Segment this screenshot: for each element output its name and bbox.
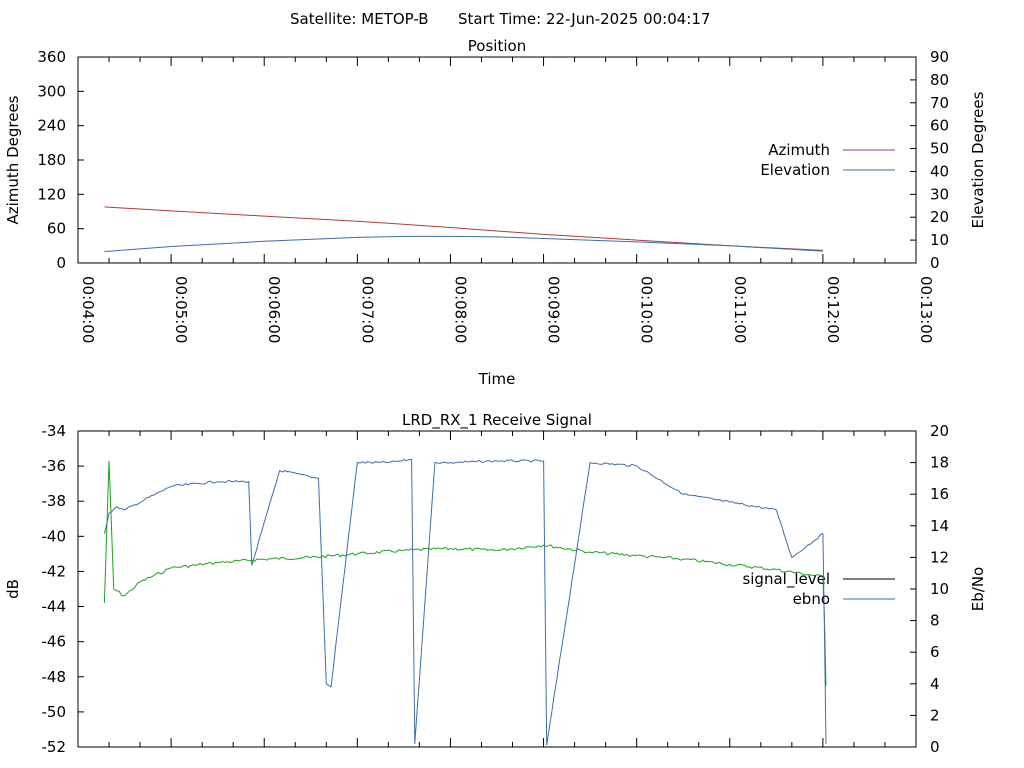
y-tick-label: 60 <box>47 220 66 238</box>
x-tick-label: 00:11:00 <box>731 276 749 343</box>
x-tick-label: 00:10:00 <box>638 276 656 343</box>
series-line-signal_level <box>103 460 827 686</box>
y-tick-label: -36 <box>42 457 67 475</box>
x-tick-label: 00:12:00 <box>824 276 842 343</box>
y2-tick-label: 14 <box>930 517 949 535</box>
x-axis-label: Time <box>478 370 516 388</box>
y-tick-label: -38 <box>42 492 67 510</box>
y-tick-label: -34 <box>42 422 67 440</box>
x-tick-label: 00:07:00 <box>358 276 376 343</box>
y-tick-label: -44 <box>42 598 67 616</box>
y-tick-label: 240 <box>37 117 66 135</box>
x-tick-label: 00:04:00 <box>79 276 97 343</box>
y2-tick-label: 90 <box>930 48 949 66</box>
y2-axis-label: Elevation Degrees <box>969 91 987 228</box>
y2-tick-label: 0 <box>930 254 940 272</box>
x-tick-label: 00:05:00 <box>172 276 190 343</box>
y-tick-label: 300 <box>37 82 66 100</box>
y2-tick-label: 40 <box>930 162 949 180</box>
y-tick-label: 120 <box>37 185 66 203</box>
series-line-Azimuth <box>104 206 823 251</box>
x-tick-label: 00:06:00 <box>265 276 283 343</box>
y-tick-label: -52 <box>42 738 67 756</box>
y2-tick-label: 4 <box>930 675 940 693</box>
header-satellite: Satellite: METOP-B <box>290 10 429 28</box>
y-tick-label: -42 <box>42 562 67 580</box>
y-tick-label: -48 <box>42 668 67 686</box>
y-tick-label: -46 <box>42 633 67 651</box>
legend-label-ebno: ebno <box>793 590 830 608</box>
chart-title: Position <box>468 37 526 55</box>
y2-tick-label: 12 <box>930 548 949 566</box>
y-axis-label: Azimuth Degrees <box>4 95 22 224</box>
y2-tick-label: 20 <box>930 422 949 440</box>
y2-tick-label: 18 <box>930 454 949 472</box>
y2-tick-label: 16 <box>930 485 949 503</box>
x-tick-label: 00:13:00 <box>917 276 935 343</box>
plot-frame <box>77 430 917 748</box>
header-start-time: Start Time: 22-Jun-2025 00:04:17 <box>458 10 710 28</box>
y2-tick-label: 10 <box>930 231 949 249</box>
y2-tick-label: 60 <box>930 117 949 135</box>
y2-axis-label: Eb/No <box>969 567 987 611</box>
legend-label-Azimuth: Azimuth <box>768 141 830 159</box>
y-tick-label: 0 <box>56 254 66 272</box>
receive-signal-chart: LRD_RX_1 Receive Signal -52 -50 -48 -46 -44 -4… <box>4 411 987 756</box>
series-line-Elevation <box>104 235 823 253</box>
x-tick-label: 00:09:00 <box>545 276 563 343</box>
legend-label-signal_level: signal_level <box>742 570 830 589</box>
position-chart: Position 0 60 120 180 240 300 360 0 10 20 30 40 50 60 7… <box>4 37 987 388</box>
y2-tick-label: 20 <box>930 208 949 226</box>
y2-tick-label: 6 <box>930 643 940 661</box>
y2-tick-label: 50 <box>930 140 949 158</box>
y2-tick-label: 10 <box>930 580 949 598</box>
y-tick-label: 180 <box>37 151 66 169</box>
y-tick-label: 360 <box>37 48 66 66</box>
y2-tick-label: 30 <box>930 185 949 203</box>
y-axis-label: dB <box>4 579 22 599</box>
x-tick-label: 00:08:00 <box>451 276 469 343</box>
legend-label-Elevation: Elevation <box>760 161 830 179</box>
y2-tick-label: 80 <box>930 71 949 89</box>
y-tick-label: -50 <box>42 703 67 721</box>
y2-tick-label: 70 <box>930 94 949 112</box>
y2-tick-label: 8 <box>930 612 940 630</box>
series-line-ebno <box>103 458 827 746</box>
y2-tick-label: 0 <box>930 738 940 756</box>
y2-tick-label: 2 <box>930 706 940 724</box>
plot-frame <box>77 56 917 264</box>
y-tick-label: -40 <box>42 527 67 545</box>
chart-title: LRD_RX_1 Receive Signal <box>402 411 592 430</box>
